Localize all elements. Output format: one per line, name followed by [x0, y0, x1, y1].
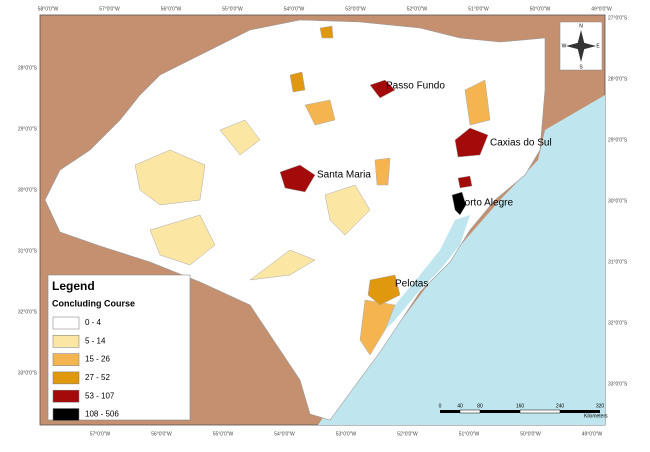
compass-rose	[566, 42, 596, 50]
legend-title: Legend	[52, 279, 95, 293]
scale-bar	[440, 409, 600, 414]
legend-label: 108 - 506	[85, 410, 119, 419]
coord-label: 52°0'0"W	[397, 431, 418, 437]
legend-swatch	[52, 389, 80, 403]
scale-label: 40	[457, 403, 463, 409]
region	[454, 127, 489, 158]
legend-label: 15 - 26	[85, 355, 110, 364]
legend-swatch	[52, 353, 80, 366]
city-label: Porto Alegre	[458, 198, 513, 209]
compass-letter: E	[596, 43, 600, 49]
coord-label: 50°0'0"W	[520, 431, 541, 437]
coord-label: 54°0'0"W	[274, 431, 295, 437]
legend-swatch	[52, 371, 80, 385]
coord-label: 30°0'0"S	[608, 198, 628, 204]
coord-label: 29°0'0"S	[608, 137, 628, 143]
regions	[134, 25, 491, 356]
coord-label: 53°0'0"W	[345, 6, 366, 12]
coord-label: 49°0'0"W	[582, 431, 603, 437]
compass-letter: S	[579, 64, 583, 70]
scale-unit: Kilometers	[584, 413, 608, 419]
coord-label: 54°0'0"W	[284, 6, 305, 12]
region	[464, 79, 491, 126]
region	[359, 299, 396, 356]
state	[44, 19, 546, 421]
region	[367, 274, 401, 306]
coord-label: 30°0'0"S	[18, 187, 38, 193]
coord-label: 51°0'0"W	[468, 6, 489, 12]
city-label: Pelotas	[395, 279, 428, 290]
region	[319, 25, 334, 39]
scale-label: 80	[477, 403, 483, 409]
region	[134, 149, 206, 206]
region	[374, 157, 391, 186]
legend-label: 0 - 4	[85, 318, 102, 327]
compass-letter: N	[579, 23, 583, 29]
coord-label: 31°0'0"S	[608, 259, 628, 265]
coord-label: 33°0'0"S	[608, 381, 628, 387]
scale-label: 320	[596, 403, 605, 409]
scale-label: 160	[516, 403, 525, 409]
ocean	[318, 95, 605, 425]
coord-label: 49°0'0"W	[591, 6, 612, 12]
coord-label: 32°0'0"S	[18, 309, 38, 315]
coord-label: 27°0'0"S	[608, 15, 628, 21]
coord-label: 56°0'0"W	[151, 431, 172, 437]
region	[289, 71, 306, 93]
region	[249, 249, 316, 281]
coord-label: 56°0'0"W	[161, 6, 182, 12]
coord-label: 55°0'0"W	[222, 6, 243, 12]
scale-label: 240	[556, 403, 565, 409]
region	[219, 119, 261, 156]
legend-label: 5 - 14	[85, 336, 106, 345]
legend-swatch	[52, 316, 80, 330]
region	[324, 184, 371, 236]
coord-label: 57°0'0"W	[99, 6, 120, 12]
coord-label: 57°0'0"W	[90, 431, 111, 437]
region	[149, 214, 216, 266]
city-label: Passo Fundo	[386, 81, 445, 92]
coord-label: 33°0'0"S	[18, 370, 38, 376]
legend-label: 53 - 107	[85, 391, 115, 400]
legend-swatch	[52, 408, 80, 421]
city-label: Caxias do Sul	[490, 138, 552, 149]
compass-letter: W	[562, 43, 567, 49]
region	[451, 191, 467, 216]
region	[457, 175, 473, 189]
coord-label: 53°0'0"W	[336, 431, 357, 437]
coord-label: 58°0'0"W	[38, 6, 59, 12]
coord-label: 29°0'0"S	[18, 126, 38, 132]
region	[369, 79, 396, 99]
coord-label: 55°0'0"W	[213, 431, 234, 437]
coord-label: 31°0'0"S	[18, 248, 38, 254]
lagoon	[385, 215, 470, 330]
coord-label: 51°0'0"W	[459, 431, 480, 437]
legend-label: 27 - 52	[85, 373, 110, 382]
city-label: Santa Maria	[317, 170, 371, 181]
coord-label: 28°0'0"S	[18, 65, 38, 71]
legend-swatch	[52, 335, 80, 348]
region	[304, 99, 336, 126]
coord-label: 28°0'0"S	[608, 76, 628, 82]
scale-label: 0	[439, 403, 442, 409]
coord-label: 50°0'0"W	[530, 6, 551, 12]
legend-subtitle: Concluding Course	[52, 298, 135, 308]
region	[279, 164, 316, 193]
coord-label: 32°0'0"S	[608, 320, 628, 326]
coord-label: 52°0'0"W	[407, 6, 428, 12]
